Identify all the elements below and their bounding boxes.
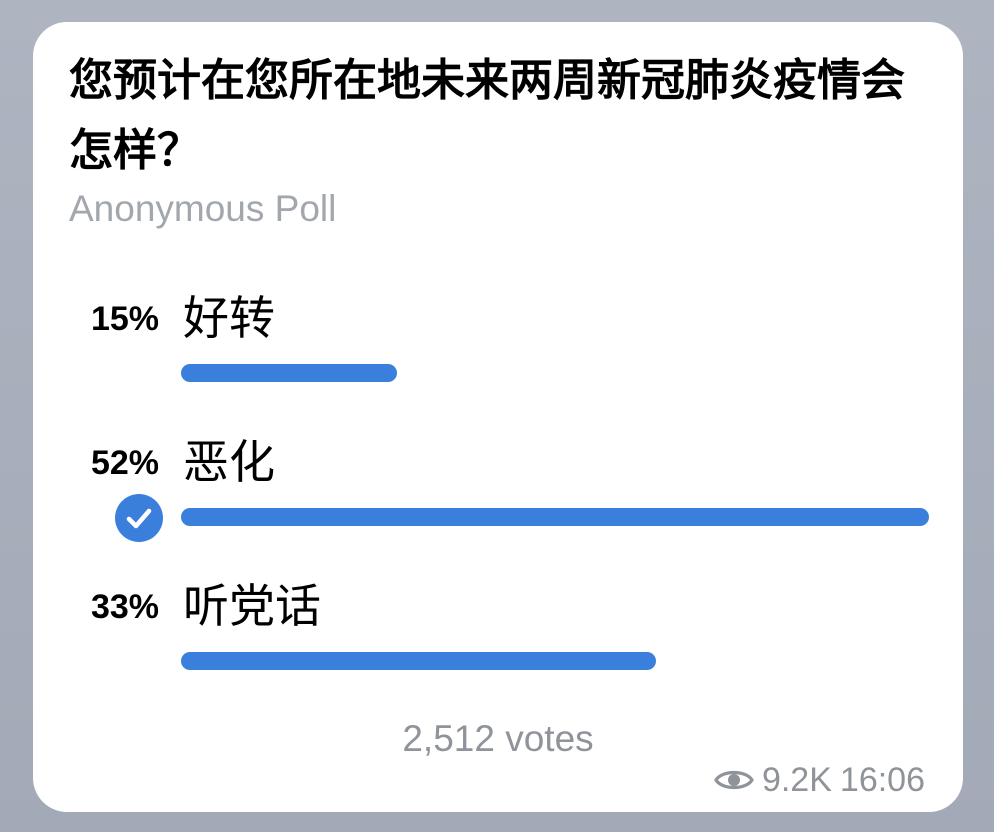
- poll-option-label: 听党话: [183, 579, 321, 633]
- poll-votes-count[interactable]: 2,512 votes: [402, 718, 594, 759]
- poll-message-card: 您预计在您所在地未来两周新冠肺炎疫情会怎样？ Anonymous Poll 15…: [33, 22, 963, 812]
- poll-option-label: 恶化: [183, 435, 275, 489]
- message-meta: 9.2K 16:06: [714, 760, 925, 800]
- poll-option-3[interactable]: 33% 听党话: [33, 560, 963, 670]
- poll-option-2[interactable]: 52% 恶化: [33, 416, 963, 542]
- poll-option-percent: 15%: [90, 300, 159, 338]
- check-icon: [115, 494, 163, 542]
- poll-question: 您预计在您所在地未来两周新冠肺炎疫情会怎样？: [69, 55, 905, 176]
- poll-option-bar: [181, 364, 397, 382]
- poll-option-1[interactable]: 15% 好转: [33, 272, 963, 382]
- poll-type-label: Anonymous Poll: [69, 188, 337, 229]
- views-count: 9.2K: [761, 760, 832, 799]
- eye-icon: [714, 770, 754, 790]
- message-time: 16:06: [839, 760, 925, 799]
- poll-option-bar: [181, 652, 656, 670]
- poll-option-bar: [181, 508, 929, 526]
- poll-option-percent: 33%: [90, 588, 159, 626]
- poll-option-percent: 52%: [90, 444, 159, 482]
- poll-option-label: 好转: [183, 291, 275, 345]
